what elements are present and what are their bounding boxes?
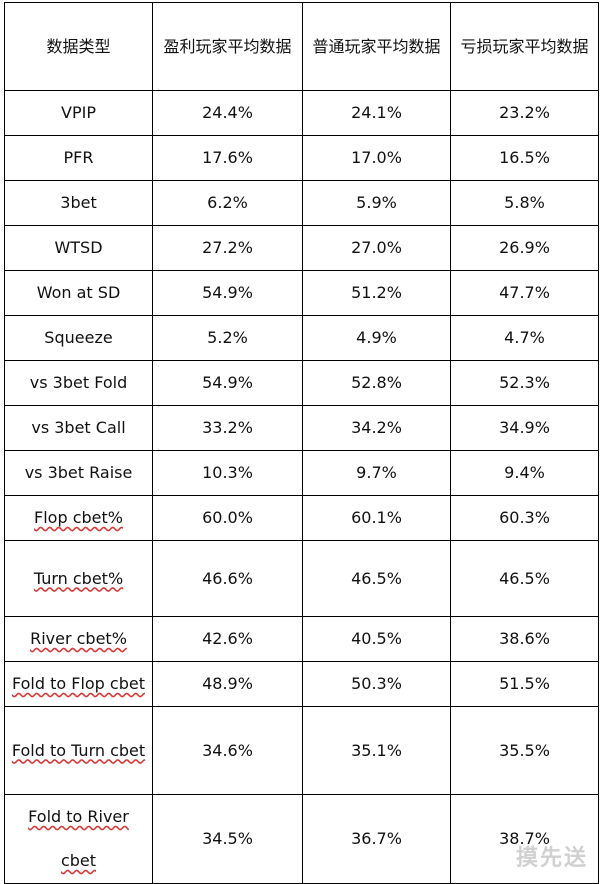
cell-winning: 17.6% [152, 135, 303, 181]
cell-winning: 48.9% [152, 661, 303, 707]
table-row: Fold to Flop cbet 48.9% 50.3% 51.5% [4, 661, 599, 707]
row-label: Fold to Turn cbet [4, 706, 153, 795]
row-label: Flop cbet% [4, 495, 153, 541]
header-row: 数据类型 盈利玩家平均数据 普通玩家平均数据 亏损玩家平均数据 [4, 2, 599, 91]
cell-losing: 38.6% [450, 616, 599, 662]
cell-winning: 34.5% [152, 794, 303, 884]
table-row: vs 3bet Raise 10.3% 9.7% 9.4% [4, 450, 599, 496]
cell-winning: 60.0% [152, 495, 303, 541]
table-row: vs 3bet Call 33.2% 34.2% 34.9% [4, 405, 599, 451]
cell-winning: 54.9% [152, 270, 303, 316]
cell-average: 40.5% [302, 616, 451, 662]
header-cell-type: 数据类型 [4, 2, 153, 91]
row-label: River cbet% [4, 616, 153, 662]
cell-losing: 9.4% [450, 450, 599, 496]
row-label-text: Flop cbet% [34, 508, 123, 527]
cell-winning: 27.2% [152, 225, 303, 271]
cell-losing: 26.9% [450, 225, 599, 271]
cell-winning: 10.3% [152, 450, 303, 496]
cell-losing: 34.9% [450, 405, 599, 451]
row-label: vs 3bet Call [4, 405, 153, 451]
table-row: Won at SD 54.9% 51.2% 47.7% [4, 270, 599, 316]
table-row: VPIP 24.4% 24.1% 23.2% [4, 90, 599, 136]
row-label: PFR [4, 135, 153, 181]
cell-average: 5.9% [302, 180, 451, 226]
cell-losing: 23.2% [450, 90, 599, 136]
cell-average: 36.7% [302, 794, 451, 884]
cell-winning: 54.9% [152, 360, 303, 406]
cell-average: 52.8% [302, 360, 451, 406]
cell-winning: 33.2% [152, 405, 303, 451]
cell-average: 60.1% [302, 495, 451, 541]
cell-winning: 6.2% [152, 180, 303, 226]
cell-average: 51.2% [302, 270, 451, 316]
row-label-text: Fold to River cbet [28, 807, 129, 870]
site-watermark: 摸先送 [515, 846, 588, 871]
row-label: Fold to River cbet [4, 794, 153, 884]
table-row: River cbet% 42.6% 40.5% 38.6% [4, 616, 599, 662]
header-cell-average: 普通玩家平均数据 [302, 2, 451, 91]
cell-losing: 4.7% [450, 315, 599, 361]
row-label-text: Fold to Flop cbet [11, 674, 145, 693]
cell-losing: 35.5% [450, 706, 599, 795]
row-label-text: Fold to Turn cbet [11, 740, 146, 760]
row-label: Squeeze [4, 315, 153, 361]
row-label: vs 3bet Raise [4, 450, 153, 496]
cell-winning: 5.2% [152, 315, 303, 361]
cell-losing: 51.5% [450, 661, 599, 707]
cell-losing: 60.3% [450, 495, 599, 541]
row-label: 3bet [4, 180, 153, 226]
cell-average: 50.3% [302, 661, 451, 707]
cell-winning: 34.6% [152, 706, 303, 795]
cell-losing: 52.3% [450, 360, 599, 406]
cell-average: 27.0% [302, 225, 451, 271]
row-label-text: Turn cbet% [33, 568, 124, 588]
table-row: PFR 17.6% 17.0% 16.5% [4, 135, 599, 181]
table-row: vs 3bet Fold 54.9% 52.8% 52.3% [4, 360, 599, 406]
table-row: Flop cbet% 60.0% 60.1% 60.3% [4, 495, 599, 541]
cell-average: 35.1% [302, 706, 451, 795]
table-row: Fold to River cbet 34.5% 36.7% 38.7% [4, 794, 599, 884]
row-label: vs 3bet Fold [4, 360, 153, 406]
table-row: Fold to Turn cbet 34.6% 35.1% 35.5% [4, 706, 599, 795]
poker-stats-table: 数据类型 盈利玩家平均数据 普通玩家平均数据 亏损玩家平均数据 VPIP 24.… [4, 2, 599, 884]
cell-average: 24.1% [302, 90, 451, 136]
cell-losing: 16.5% [450, 135, 599, 181]
row-label: Turn cbet% [4, 540, 153, 617]
table-row: Squeeze 5.2% 4.9% 4.7% [4, 315, 599, 361]
header-cell-losing: 亏损玩家平均数据 [450, 2, 599, 91]
row-label: Fold to Flop cbet [4, 661, 153, 707]
cell-winning: 42.6% [152, 616, 303, 662]
cell-losing: 38.7% [450, 794, 599, 884]
row-label-text: River cbet% [30, 629, 127, 648]
cell-winning: 24.4% [152, 90, 303, 136]
row-label: WTSD [4, 225, 153, 271]
cell-average: 9.7% [302, 450, 451, 496]
cell-losing: 47.7% [450, 270, 599, 316]
table-row: 3bet 6.2% 5.9% 5.8% [4, 180, 599, 226]
cell-average: 17.0% [302, 135, 451, 181]
cell-average: 46.5% [302, 540, 451, 617]
cell-average: 34.2% [302, 405, 451, 451]
header-cell-winning: 盈利玩家平均数据 [152, 2, 303, 91]
cell-losing: 5.8% [450, 180, 599, 226]
cell-average: 4.9% [302, 315, 451, 361]
table-row: WTSD 27.2% 27.0% 26.9% [4, 225, 599, 271]
table-row: Turn cbet% 46.6% 46.5% 46.5% [4, 540, 599, 617]
cell-losing: 46.5% [450, 540, 599, 617]
row-label: Won at SD [4, 270, 153, 316]
cell-winning: 46.6% [152, 540, 303, 617]
row-label: VPIP [4, 90, 153, 136]
